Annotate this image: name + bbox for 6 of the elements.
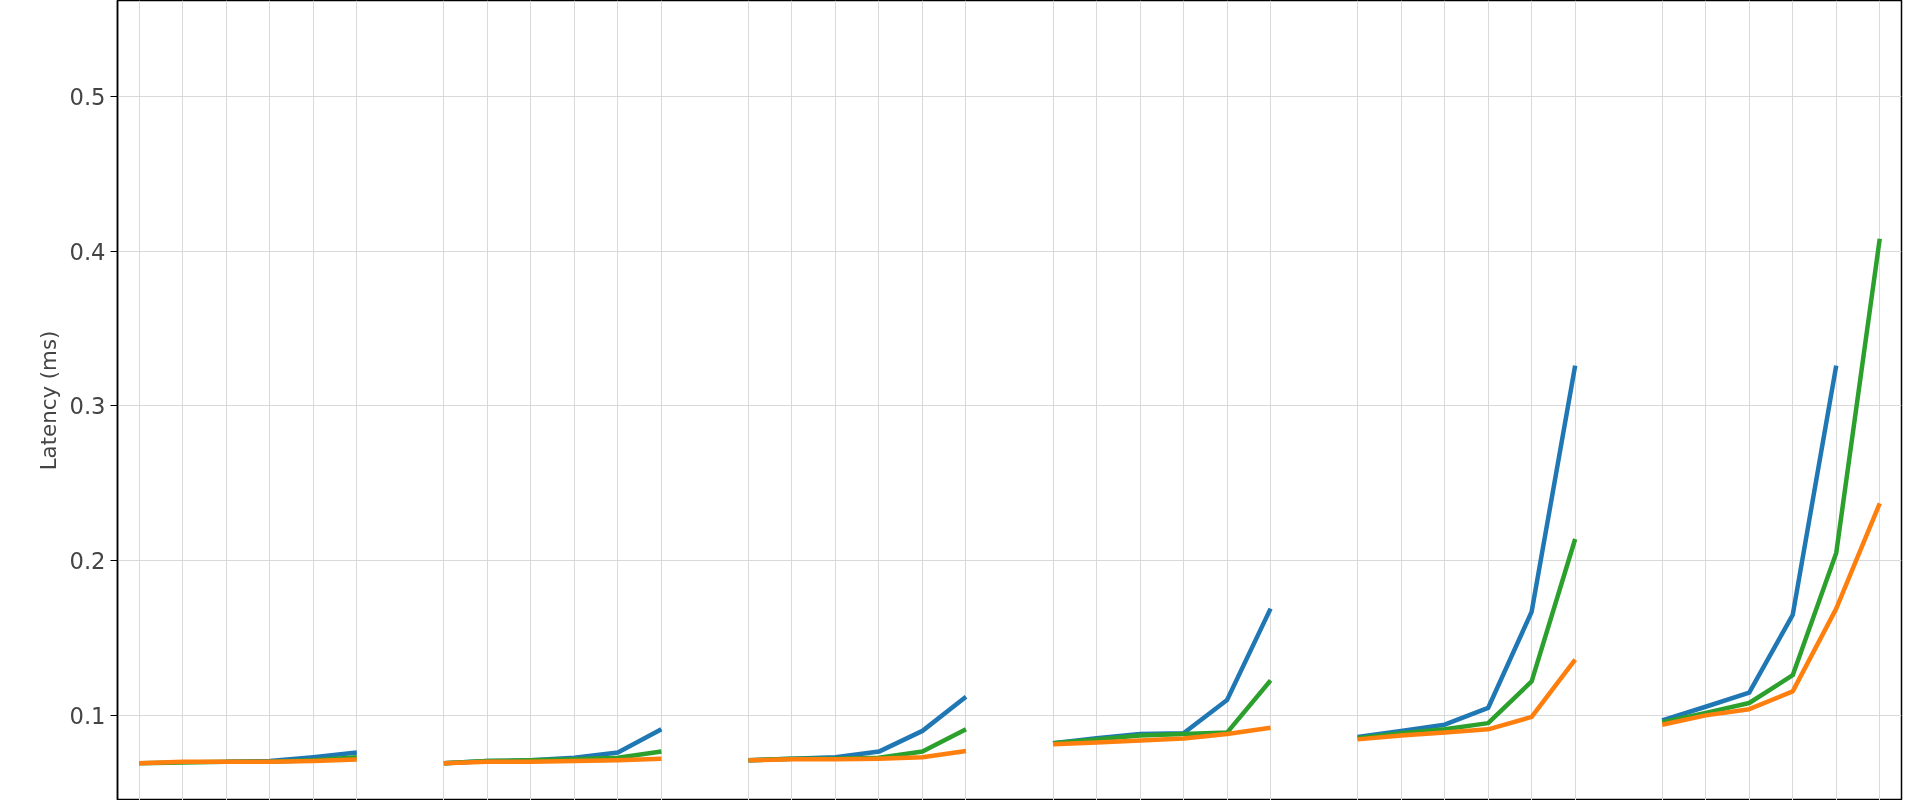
y-axis-title: Latency (ms) (36, 330, 62, 471)
y-tick-label: 0.5 (69, 83, 106, 110)
y-tick-label: 0.3 (69, 393, 106, 420)
y-tick-label: 0.4 (69, 238, 106, 265)
y-tick-label: 0.1 (69, 702, 106, 729)
y-tick-label: 0.2 (69, 548, 106, 575)
